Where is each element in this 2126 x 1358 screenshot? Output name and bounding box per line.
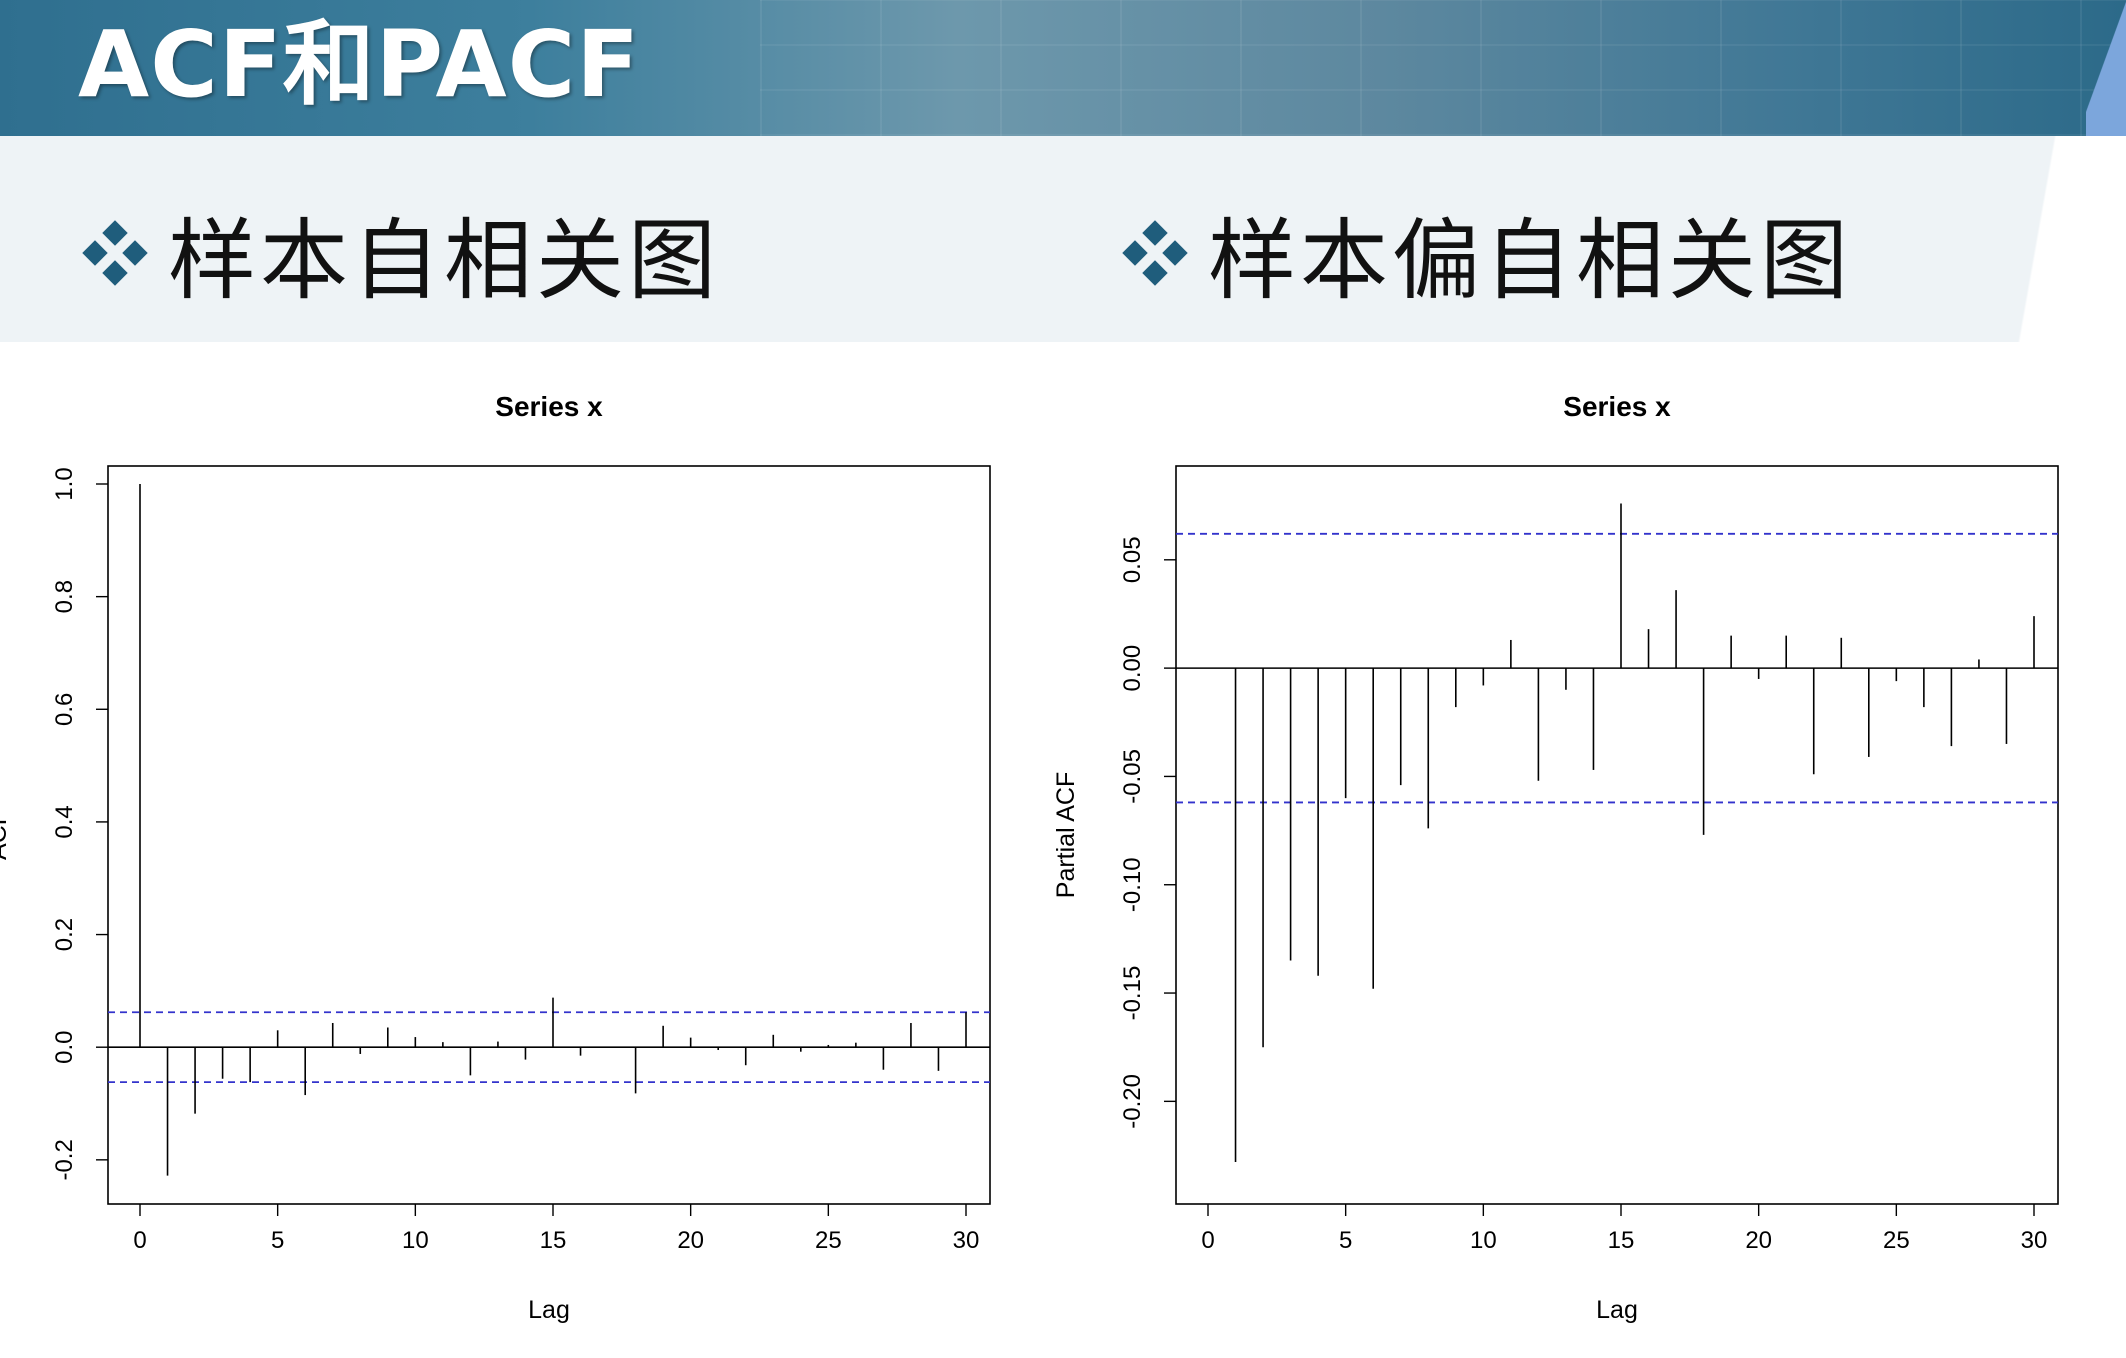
x-tick-label: 10 (402, 1227, 429, 1254)
page-title: ACF和PACF (78, 11, 641, 118)
plot-frame (107, 465, 991, 1205)
chart-acf: Series x Lag ACF 0 5 10 15 20 25 30 -0.2 0.0 0.2 0.4 0… (0, 391, 991, 1324)
chart-pacf: Series x Lag Partial ACF 0 5 10 15 20 25 30 -0.20 -… (1052, 391, 2059, 1324)
x-tick-label: 25 (815, 1227, 842, 1254)
y-tick-label: -0.2 (51, 1139, 78, 1180)
x-tick-label: 30 (2021, 1227, 2048, 1254)
x-tick-label: 5 (271, 1227, 284, 1254)
banner-corner-accent (2086, 0, 2126, 136)
chart-title: Series x (1563, 391, 1671, 422)
x-tick-label: 10 (1470, 1227, 1497, 1254)
diamond-bullet-icon (82, 220, 148, 286)
x-tick-label: 15 (1608, 1227, 1635, 1254)
y-tick-label: -0.15 (1119, 966, 1146, 1021)
y-tick-label: 0.0 (51, 1031, 78, 1064)
y-tick-label: -0.05 (1119, 749, 1146, 804)
header-banner: ACF和PACF (0, 0, 2126, 136)
heading-acf-label: 样本自相关图 (168, 208, 721, 312)
x-tick-label: 0 (1201, 1227, 1214, 1254)
subtitle-band (0, 136, 2126, 342)
y-axis-label: ACF (0, 810, 12, 860)
y-tick-label: -0.20 (1119, 1074, 1146, 1129)
y-tick-label: 0.8 (51, 580, 78, 613)
x-axis-label: Lag (528, 1296, 570, 1324)
plot-frame (1175, 465, 2059, 1205)
y-tick-label: 0.05 (1119, 536, 1146, 583)
y-tick-label: 0.4 (51, 805, 78, 838)
x-tick-label: 0 (133, 1227, 146, 1254)
heading-acf: 样本自相关图 (82, 198, 720, 312)
x-tick-label: 15 (540, 1227, 567, 1254)
y-tick-label: 0.6 (51, 693, 78, 726)
x-axis-label: Lag (1596, 1296, 1638, 1324)
chart-title: Series x (495, 391, 603, 422)
y-tick-label: 1.0 (51, 467, 78, 500)
map-background (760, 0, 2126, 136)
x-tick-label: 20 (1745, 1227, 1772, 1254)
y-tick-label: 0.2 (51, 918, 78, 951)
x-tick-label: 5 (1339, 1227, 1352, 1254)
y-tick-label: -0.10 (1119, 857, 1146, 912)
diamond-bullet-icon (1122, 220, 1188, 286)
x-tick-label: 20 (677, 1227, 704, 1254)
x-tick-label: 25 (1883, 1227, 1910, 1254)
charts-area: Series x Lag ACF 0 5 10 15 20 25 30 -0.2 0.0 0.2 0.4 0… (0, 391, 2059, 1324)
y-axis-label: Partial ACF (1052, 772, 1080, 898)
heading-pacf-label: 样本偏自相关图 (1208, 208, 1853, 312)
heading-pacf: 样本偏自相关图 (1122, 198, 1852, 312)
x-tick-label: 30 (953, 1227, 980, 1254)
y-tick-label: 0.00 (1119, 645, 1146, 692)
